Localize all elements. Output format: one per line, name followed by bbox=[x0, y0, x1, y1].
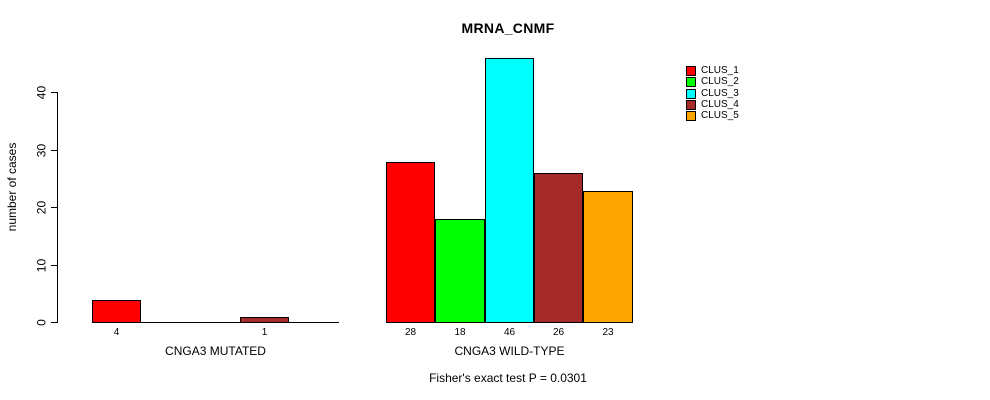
legend-label: CLUS_1 bbox=[701, 65, 739, 76]
bar-value-label: 23 bbox=[602, 327, 614, 338]
y-tick-label: 0 bbox=[34, 319, 49, 326]
x-group-label: CNGA3 MUTATED bbox=[165, 344, 266, 358]
y-tick-label: 40 bbox=[34, 85, 49, 100]
bar-clus_5 bbox=[583, 191, 633, 323]
y-tick-mark bbox=[51, 322, 58, 323]
y-tick-mark bbox=[51, 150, 58, 151]
bar-clus_1 bbox=[386, 162, 435, 323]
legend-swatch-clus_1 bbox=[686, 66, 696, 76]
y-tick-label: 30 bbox=[34, 143, 49, 158]
bar-value-label: 28 bbox=[404, 327, 417, 338]
y-axis-label: number of cases bbox=[5, 142, 19, 232]
legend-swatch-clus_5 bbox=[686, 111, 696, 121]
bar-value-label: 26 bbox=[552, 327, 565, 338]
legend-swatch-clus_4 bbox=[686, 100, 696, 110]
y-tick-mark bbox=[51, 92, 58, 93]
y-tick-mark bbox=[51, 207, 58, 208]
x-group-label: CNGA3 WILD-TYPE bbox=[454, 344, 565, 358]
bar-clus_4 bbox=[240, 317, 289, 323]
legend-label: CLUS_2 bbox=[701, 76, 739, 87]
y-tick-label: 10 bbox=[34, 258, 49, 273]
chart-title: MRNA_CNMF bbox=[461, 20, 555, 36]
bar-value-label: 18 bbox=[454, 327, 466, 338]
y-tick-mark bbox=[51, 265, 58, 266]
bar-value-label: 1 bbox=[261, 327, 268, 338]
annotation-text: Fisher's exact test P = 0.0301 bbox=[429, 371, 587, 385]
legend-swatch-clus_3 bbox=[686, 89, 696, 99]
legend-label: CLUS_3 bbox=[701, 88, 739, 99]
bar-value-label: 4 bbox=[113, 327, 120, 338]
legend-label: CLUS_4 bbox=[701, 99, 739, 110]
bar-clus_1 bbox=[92, 300, 141, 323]
group-baseline bbox=[92, 322, 339, 323]
legend-label: CLUS_5 bbox=[701, 110, 739, 121]
bar-clus_2 bbox=[435, 219, 485, 323]
y-tick-label: 20 bbox=[34, 200, 49, 215]
bar-value-label: 46 bbox=[503, 327, 516, 338]
bar-clus_4 bbox=[534, 173, 583, 323]
legend-swatch-clus_2 bbox=[686, 77, 696, 87]
bar-clus_3 bbox=[485, 58, 534, 323]
